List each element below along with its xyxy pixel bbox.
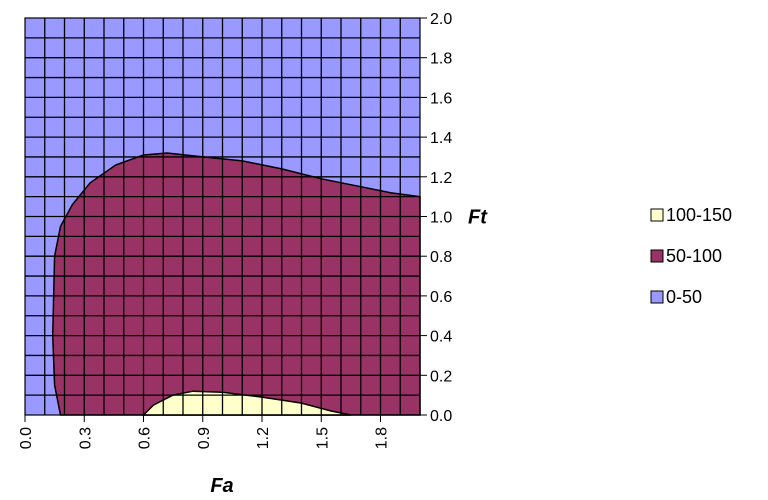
y-tick-label: 1.6 — [430, 90, 452, 107]
y-tick-label: 0.2 — [430, 368, 452, 385]
y-axis: 0.0 0.2 0.4 0.6 0.8 1.0 1.2 1.4 1.6 1.8 2.0 — [420, 11, 452, 425]
x-tick-label: 0.9 — [196, 427, 213, 449]
legend: 100-150 50-100 0-50 — [650, 205, 732, 307]
y-axis-title: Ft — [468, 207, 488, 229]
legend-entry: 50-100 — [650, 246, 722, 266]
legend-label: 50-100 — [666, 246, 722, 266]
y-tick-label: 0.6 — [430, 289, 452, 306]
y-tick-label: 2.0 — [430, 11, 452, 28]
x-tick-label: 0.0 — [18, 427, 35, 449]
y-tick-label: 0.8 — [430, 249, 452, 266]
legend-label: 100-150 — [666, 205, 732, 225]
legend-entry: 100-150 — [650, 205, 732, 225]
y-tick-label: 1.8 — [430, 51, 452, 68]
legend-swatch — [650, 249, 664, 263]
x-axis: 0.0 0.3 0.6 0.9 1.2 1.5 1.8 — [18, 415, 391, 449]
grid-lines — [25, 18, 420, 415]
legend-swatch — [650, 290, 664, 304]
y-tick-label: 0.0 — [430, 408, 452, 425]
y-tick-label: 1.4 — [430, 130, 452, 147]
x-tick-label: 0.6 — [137, 427, 154, 449]
x-tick-label: 1.2 — [255, 427, 272, 449]
y-tick-label: 0.4 — [430, 329, 452, 346]
x-axis-title: Fa — [210, 475, 233, 497]
legend-entry: 0-50 — [650, 287, 702, 307]
x-tick-label: 1.5 — [314, 427, 331, 449]
y-tick-label: 1.2 — [430, 170, 452, 187]
y-tick-label: 1.0 — [430, 210, 452, 227]
x-tick-label: 1.8 — [374, 427, 391, 449]
legend-label: 0-50 — [666, 287, 702, 307]
legend-swatch — [650, 208, 664, 222]
x-tick-label: 0.3 — [77, 427, 94, 449]
